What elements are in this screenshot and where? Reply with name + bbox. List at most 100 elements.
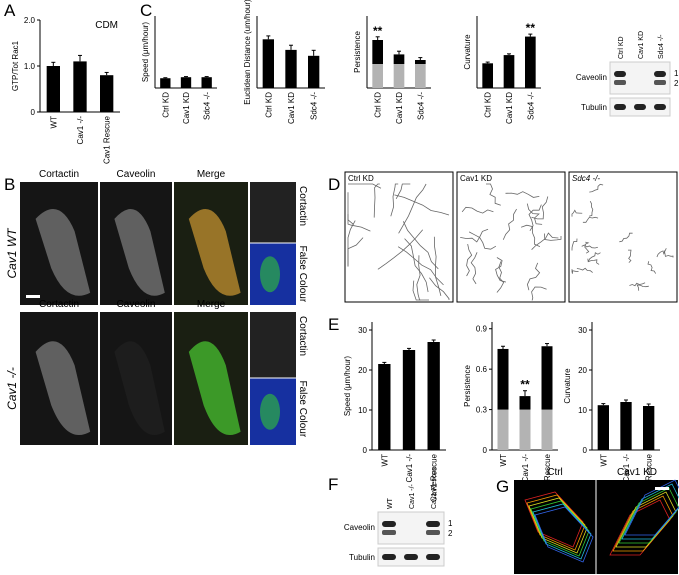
y-axis-label: Persistence: [463, 365, 472, 407]
x-tick-label: WT: [599, 454, 608, 467]
bar-segment: [497, 348, 509, 410]
x-tick-label: Ctrl KD: [264, 92, 273, 118]
track: [629, 282, 646, 287]
band: [654, 104, 666, 110]
bar: [73, 61, 87, 112]
significance: **: [520, 378, 530, 392]
x-tick-label: Sdc4 -/-: [526, 92, 535, 120]
y-tick-label: 10: [358, 406, 367, 415]
track: [394, 194, 450, 216]
bar-segment: [519, 409, 531, 450]
x-tick-label: Cav1 -/-: [405, 454, 414, 483]
track: [628, 249, 632, 263]
track: [495, 257, 506, 283]
track: [656, 248, 667, 258]
image-title: Cav1 KD: [617, 467, 657, 478]
track: [496, 261, 505, 293]
x-tick-label: Cav1 Rescue: [645, 453, 654, 502]
bar: [285, 49, 297, 88]
x-tick-label: Cav1 KD: [505, 92, 514, 124]
y-tick-label: 2.0: [24, 16, 36, 25]
band: [614, 104, 626, 110]
band-label: 2: [674, 79, 679, 88]
bar: [180, 77, 192, 88]
row-label: Tubulin: [349, 553, 375, 562]
track-box: [344, 171, 454, 303]
bar: [482, 63, 493, 88]
column-label: Caveolin: [117, 169, 156, 180]
lane-label: Cav1 -/-: [409, 483, 416, 509]
cell: [114, 209, 165, 296]
band: [614, 71, 626, 77]
track: [531, 196, 549, 220]
x-tick-label: Cav1 Rescue: [103, 115, 112, 164]
track: [398, 183, 427, 234]
x-tick-label: Ctrl KD: [484, 92, 493, 118]
y-axis-label: GTP/Tot Rac1: [11, 40, 20, 91]
bar-segment: [541, 409, 553, 450]
outline: [524, 491, 584, 548]
x-tick-label: Sdc4 -/-: [310, 92, 319, 120]
y-tick-label: 1.0: [24, 62, 36, 71]
y-tick-label: 0: [31, 108, 36, 117]
track: [348, 183, 382, 189]
band: [426, 521, 440, 527]
track: [589, 183, 604, 193]
y-axis-label: Speed (μm/hour): [343, 356, 352, 417]
outline: [532, 503, 592, 560]
inset-label: False Colour: [297, 381, 308, 438]
y-tick-label: 0: [483, 446, 488, 455]
bar-segment: [393, 64, 405, 88]
track: [571, 238, 578, 251]
track: [571, 209, 583, 217]
band: [426, 530, 440, 535]
y-axis-label: Curvature: [563, 368, 572, 404]
track: [531, 232, 559, 250]
x-tick-label: Ctrl KD: [374, 92, 383, 118]
track: [416, 255, 421, 301]
inset-label: Cortactin: [297, 186, 308, 226]
track-label: Ctrl KD: [348, 174, 374, 183]
panel-letter: F: [328, 475, 338, 494]
outline: [530, 500, 590, 557]
track: [520, 224, 541, 247]
cell: [35, 209, 91, 296]
bar: [378, 364, 391, 450]
bar: [597, 405, 609, 450]
blot: [377, 511, 445, 545]
lane-label: Ctrl KD: [618, 36, 625, 59]
bar: [402, 350, 416, 450]
panel-letter: A: [4, 1, 16, 20]
y-tick-label: 10: [578, 406, 587, 415]
lane-label: Cav1 Rescue: [431, 467, 438, 509]
y-axis-label: Persistence: [353, 31, 362, 73]
column-label: Caveolin: [117, 299, 156, 310]
x-tick-label: Cav1 -/-: [76, 116, 85, 145]
bar: [643, 406, 655, 450]
track-box: [568, 171, 678, 303]
row-label: Cav1 -/-: [5, 367, 19, 410]
lane-label: Sdc4 -/-: [658, 34, 665, 59]
band: [382, 530, 396, 535]
cell: [188, 209, 241, 296]
x-tick-label: Cav1 Rescue: [430, 453, 439, 502]
row-label: Caveolin: [576, 73, 607, 82]
panel-letter: E: [328, 315, 339, 334]
y-axis-label: Euclidean Distance (um/hour): [243, 0, 252, 105]
significance: **: [526, 21, 536, 35]
x-tick-label: Sdc4 -/-: [203, 92, 212, 120]
row-label: Cav1 WT: [5, 227, 19, 279]
track: [584, 241, 590, 254]
track: [587, 258, 600, 265]
significance: **: [373, 24, 383, 38]
y-tick-label: 0: [583, 446, 588, 455]
column-label: Merge: [197, 169, 226, 180]
y-tick-label: 30: [578, 326, 587, 335]
track: [404, 238, 429, 293]
bar-segment: [372, 40, 383, 64]
bar-segment: [372, 64, 383, 88]
track: [466, 243, 473, 277]
track: [663, 250, 674, 258]
track-label: Sdc4 -/-: [572, 174, 600, 183]
track: [526, 262, 541, 291]
